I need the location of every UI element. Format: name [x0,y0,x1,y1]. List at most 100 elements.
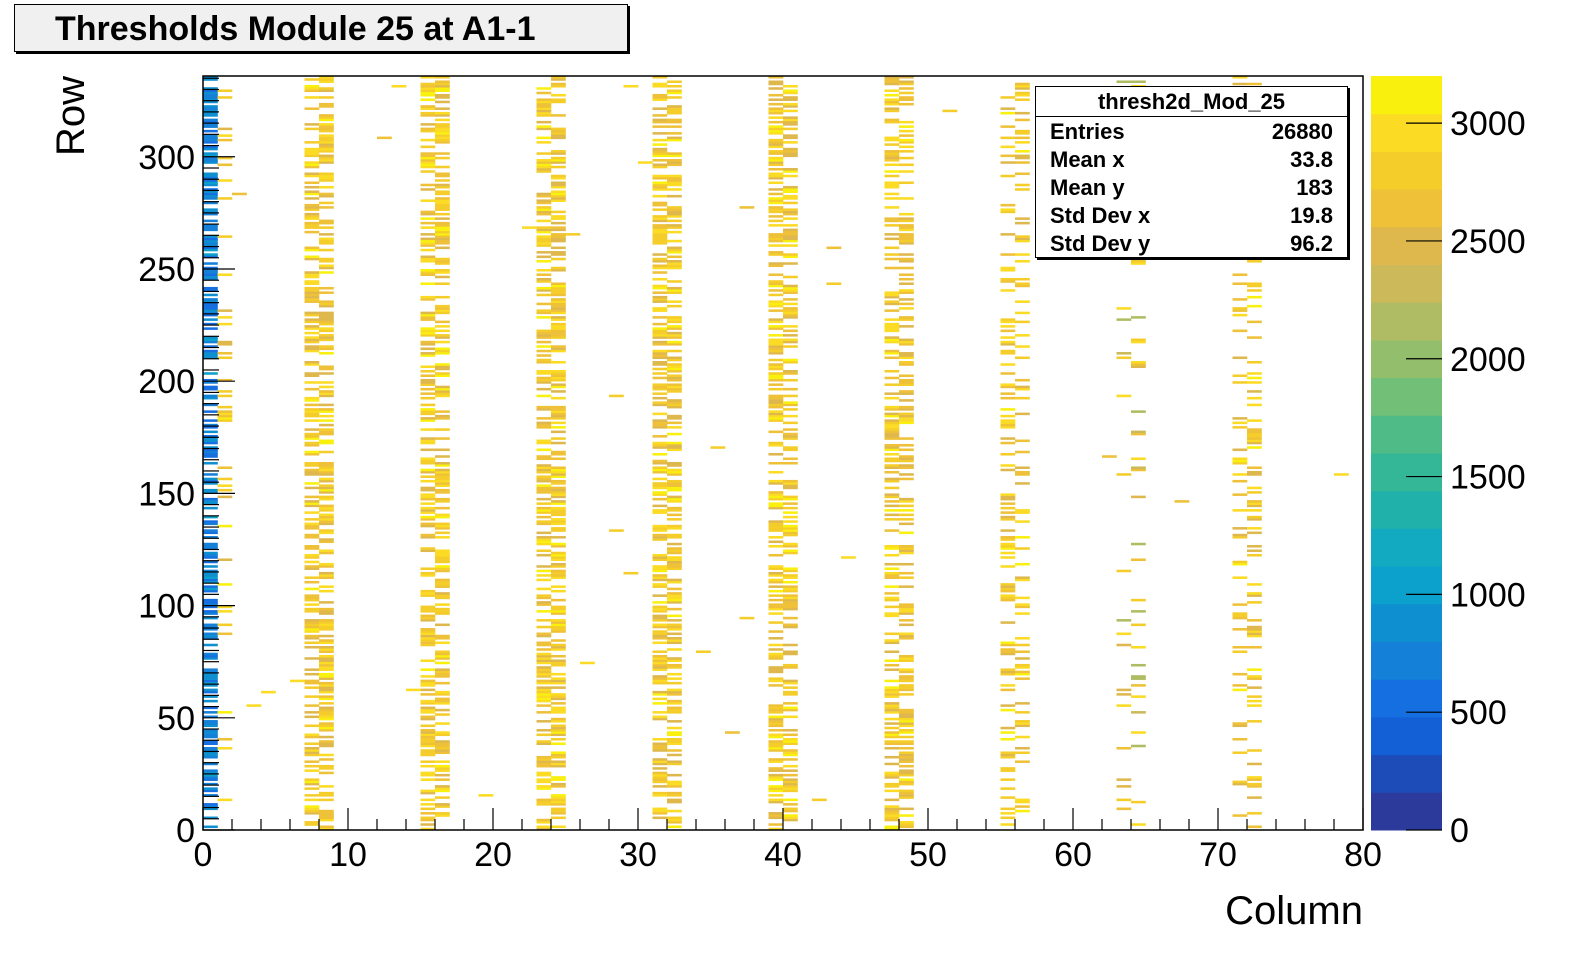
heatmap-cell [667,349,682,353]
heatmap-cell [536,672,552,676]
heatmap-cell [304,823,320,826]
heatmap-cell [899,724,914,728]
heatmap-cell [536,690,552,694]
heatmap-cell [435,672,450,676]
heatmap-cell [536,194,552,198]
heatmap-cell [768,527,784,530]
heatmap-cell [319,192,334,196]
heatmap-cell [420,749,436,752]
heatmap-cell [884,562,900,566]
heatmap-cell [319,488,334,492]
color-scale-swatch [1371,679,1442,718]
heatmap-cell [1015,439,1030,443]
heatmap-cell [652,491,668,494]
heatmap-cell [435,414,450,418]
heatmap-cell [319,771,334,775]
heatmap-cell [667,798,682,802]
heatmap-cell [1015,385,1030,389]
heatmap-cell [203,623,218,627]
heatmap-cell [667,280,682,283]
heatmap-cell [783,408,798,411]
heatmap-cell [652,504,668,508]
heatmap-cell [884,688,900,692]
heatmap-cell [420,773,436,777]
heatmap-cell [551,98,566,101]
heatmap-cell [420,138,436,142]
heatmap-cell [551,536,566,539]
heatmap-cell [768,529,784,532]
heatmap-cell [435,479,450,483]
heatmap-cell [536,120,552,124]
heatmap-cell [768,320,784,324]
heatmap-cell [652,385,668,389]
heatmap-cell [551,798,566,802]
stat-label: Entries [1050,119,1125,144]
heatmap-cell [884,266,900,270]
heatmap-cell [435,603,450,606]
heatmap-cell [536,260,552,263]
heatmap-cell [652,228,668,232]
heatmap-cell [217,558,233,562]
heatmap-cell [1015,93,1030,97]
heatmap-cell [435,513,450,517]
heatmap-cell [884,318,900,321]
heatmap-cell [536,760,552,763]
heatmap-cell [420,271,436,274]
heatmap-cell [319,89,334,93]
heatmap-cell [304,208,320,211]
heatmap-cell [203,547,218,550]
heatmap-cell [1000,174,1016,178]
heatmap-cell [435,374,450,378]
heatmap-cell [551,648,566,651]
heatmap-cell [217,583,233,586]
heatmap-cell [1015,284,1030,288]
heatmap-cell [536,818,552,822]
heatmap-cell [203,601,218,604]
heatmap-cell [420,255,436,259]
heatmap-cell [1015,670,1030,674]
heatmap-cell [899,825,914,829]
heatmap-cell [667,181,682,185]
heatmap-cell [768,603,784,606]
heatmap-cell [203,762,218,766]
heatmap-cell [536,693,552,696]
heatmap-cell [768,461,784,465]
heatmap-cell [217,798,233,802]
heatmap-cell [420,731,436,734]
heatmap-cell [304,769,320,772]
heatmap-cell [783,527,798,530]
heatmap-cell [551,181,566,185]
heatmap-cell [203,114,218,117]
heatmap-cell [420,212,436,216]
heatmap-cell [435,641,450,645]
heatmap-cell [884,596,900,600]
heatmap-cell [536,226,552,229]
heatmap-cell [435,670,450,674]
heatmap-cell [420,199,436,202]
heatmap-cell [420,387,436,391]
heatmap-cell [652,482,668,485]
heatmap-cell [899,237,914,241]
heatmap-cell [1131,430,1146,434]
heatmap-cell [899,632,914,636]
heatmap-cell [420,392,436,395]
heatmap-cell [884,585,900,588]
heatmap-cell [304,374,320,378]
heatmap-cell [667,711,682,714]
heatmap-cell [203,542,218,546]
heatmap-cell [768,729,784,732]
heatmap-cell [1232,374,1248,378]
heatmap-cell [1232,688,1248,692]
heatmap-cell [551,190,566,193]
heatmap-cell [203,789,218,793]
heatmap-cell [319,322,334,326]
heatmap-cell [884,356,900,360]
heatmap-cell [1000,796,1016,799]
heatmap-cell [768,816,784,820]
heatmap-cell [319,661,334,665]
heatmap-cell [319,744,334,748]
heatmap-cell [899,343,914,346]
heatmap-cell [899,417,914,420]
heatmap-cell [783,84,798,88]
heatmap-cell [203,273,218,277]
